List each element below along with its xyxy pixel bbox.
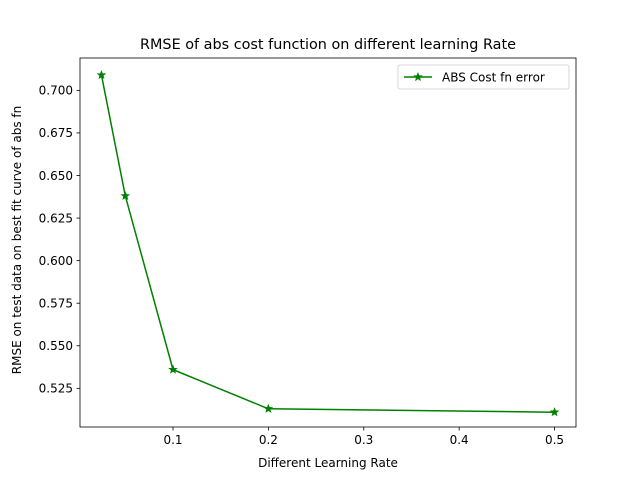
x-axis-label: Different Learning Rate — [258, 456, 398, 470]
legend: ABS Cost fn error — [397, 64, 570, 90]
chart-title: RMSE of abs cost function on different l… — [140, 37, 516, 53]
x-tick-label: 0.4 — [450, 433, 469, 447]
legend-box — [397, 64, 570, 90]
plot-area: 0.1 0.2 0.3 0.4 0.5 0.525 0.550 0.575 0.600 0.625… — [39, 57, 577, 447]
y-tick-label: 0.525 — [39, 382, 73, 396]
y-tick-label: 0.650 — [39, 169, 73, 183]
x-tick-label: 0.3 — [354, 433, 373, 447]
data-point-star — [263, 403, 274, 413]
data-point-star — [120, 190, 131, 201]
series-line — [100, 74, 556, 413]
y-tick-label: 0.550 — [39, 339, 73, 353]
x-tick-label: 0.2 — [259, 433, 278, 447]
x-tick-label: 0.5 — [545, 433, 564, 447]
plot-frame — [79, 57, 577, 428]
y-tick-label: 0.675 — [39, 126, 73, 140]
y-tick-label: 0.700 — [39, 84, 73, 98]
y-tick-label: 0.575 — [39, 297, 73, 311]
legend-marker-star — [413, 71, 423, 82]
data-point-star — [168, 364, 178, 374]
x-tick-label: 0.1 — [163, 433, 182, 447]
data-point-star — [96, 69, 107, 80]
y-tick-label: 0.600 — [39, 254, 73, 268]
y-tick-label: 0.625 — [39, 211, 73, 225]
data-point-star — [549, 407, 560, 417]
legend-label: ABS Cost fn error — [442, 71, 545, 85]
y-axis-label: RMSE on test data on best fit curve of a… — [10, 106, 24, 374]
